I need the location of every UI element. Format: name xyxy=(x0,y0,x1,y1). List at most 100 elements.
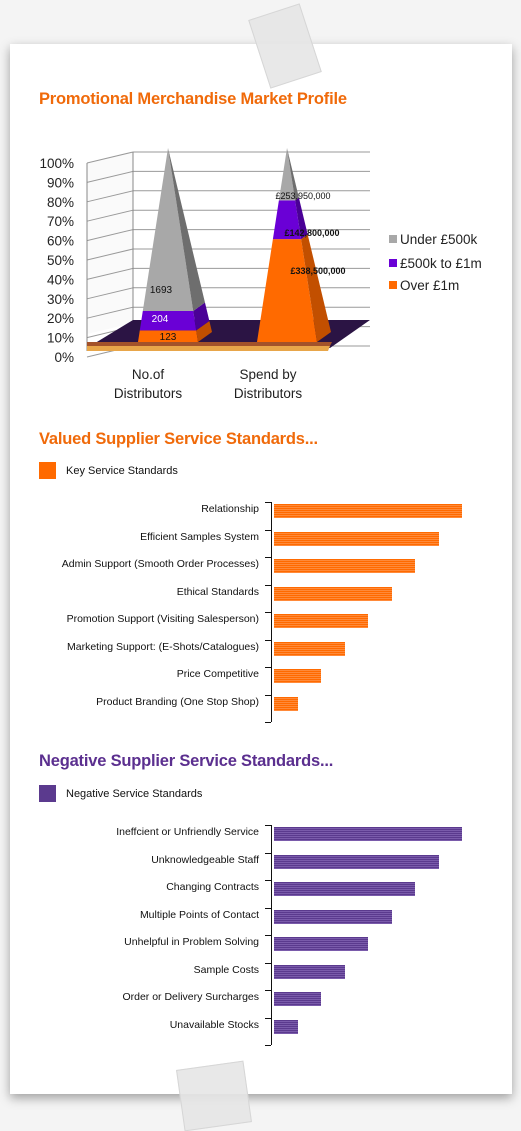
bar-tick xyxy=(265,502,271,503)
x-category-label: Distributors xyxy=(234,386,303,401)
bar-tick xyxy=(265,907,271,909)
floor-stripe xyxy=(87,342,332,346)
bar-category-label: Ethical Standards xyxy=(176,585,259,598)
bar xyxy=(274,882,415,896)
data-label: 123 xyxy=(160,332,177,343)
bar-tick xyxy=(265,1045,271,1046)
chart1-title: Promotional Merchandise Market Profile xyxy=(39,90,347,108)
legend-label: Over £1m xyxy=(400,278,459,293)
bar xyxy=(274,504,462,518)
y-tick-label: 80% xyxy=(47,195,74,210)
bar-tick xyxy=(265,880,271,881)
pyramid-segment-side xyxy=(301,234,331,342)
pyramid-segment-side xyxy=(168,148,205,311)
gridline-side xyxy=(86,287,134,300)
bottom-tape-decoration xyxy=(176,1060,252,1131)
legend-swatch xyxy=(389,259,397,267)
bar-tick xyxy=(265,962,271,964)
y-tick-label: 60% xyxy=(47,234,74,249)
bar-axis xyxy=(271,825,272,1045)
bar xyxy=(274,559,415,573)
gridline-side xyxy=(86,151,134,164)
gridline-side xyxy=(86,229,134,242)
y-tick-label: 100% xyxy=(39,156,74,171)
pyramid-segment-side xyxy=(295,197,308,240)
y-tick-label: 20% xyxy=(47,311,74,326)
gridline-side xyxy=(86,209,134,222)
legend-swatch xyxy=(389,281,397,289)
bar-category-label: Unknowledgeable Staff xyxy=(151,853,259,866)
chart2-legend-swatch xyxy=(39,462,56,479)
pyramid-segment-side xyxy=(196,320,212,342)
pyramid-segment-front xyxy=(272,200,302,240)
bar xyxy=(274,531,439,546)
floor-edge xyxy=(87,346,330,351)
bar-tick xyxy=(265,990,271,991)
pyramid-segment-front xyxy=(142,148,194,311)
bar-tick xyxy=(265,557,271,558)
bar xyxy=(274,1019,298,1034)
bar xyxy=(274,827,462,841)
chart3-legend-swatch xyxy=(39,785,56,802)
bar-category-label: Order or Delivery Surcharges xyxy=(122,991,259,1003)
data-label: £338,500,000 xyxy=(290,266,345,276)
data-label: £253,950,000 xyxy=(275,191,330,201)
bar xyxy=(274,669,321,683)
data-label: £142,800,000 xyxy=(284,228,339,238)
legend-swatch xyxy=(389,235,397,243)
bar-tick xyxy=(265,694,271,696)
bar xyxy=(274,586,392,601)
chart3-legend-label: Negative Service Standards xyxy=(66,788,203,800)
y-tick-label: 0% xyxy=(54,350,74,365)
bar-category-label: Promotion Support (Visiting Salesperson) xyxy=(66,613,259,625)
bar xyxy=(274,937,368,951)
data-label: 1693 xyxy=(150,285,173,296)
bar-tick xyxy=(265,1017,271,1019)
y-tick-label: 70% xyxy=(47,214,74,229)
chart3-title: Negative Supplier Service Standards... xyxy=(39,752,334,770)
bar-category-label: Price Competitive xyxy=(176,668,259,680)
bar-tick xyxy=(265,722,271,723)
legend-label: £500k to £1m xyxy=(400,256,482,271)
y-tick-label: 90% xyxy=(47,175,74,190)
bar xyxy=(274,909,392,924)
bar-tick xyxy=(265,584,271,586)
bar-category-label: Changing Contracts xyxy=(166,881,259,893)
bar xyxy=(274,964,345,979)
bar-category-label: Ineffcient or Unfriendly Service xyxy=(116,826,259,838)
bar-category-label: Marketing Support: (E-Shots/Catalogues) xyxy=(66,640,259,653)
bar-category-label: Sample Costs xyxy=(193,963,259,976)
x-category-label: Distributors xyxy=(114,386,183,401)
bar xyxy=(274,641,345,656)
pyramid-segment-front xyxy=(138,330,198,342)
bar-category-label: Product Branding (One Stop Shop) xyxy=(96,695,259,708)
pyramid-segment-front xyxy=(139,310,197,331)
bar xyxy=(274,614,368,628)
bar-category-label: Relationship xyxy=(201,503,259,515)
y-tick-label: 10% xyxy=(47,331,74,346)
gridline-side xyxy=(86,267,134,280)
bar-tick xyxy=(265,639,271,641)
chart2-legend-label: Key Service Standards xyxy=(66,465,178,477)
y-tick-label: 40% xyxy=(47,272,74,287)
bar-tick xyxy=(265,825,271,826)
bar-tick xyxy=(265,667,271,668)
bar-axis xyxy=(271,502,272,722)
gridline-side xyxy=(86,170,134,183)
x-category-label: No.of xyxy=(132,367,165,382)
y-tick-label: 50% xyxy=(47,253,74,268)
bar-category-label: Unhelpful in Problem Solving xyxy=(124,936,259,948)
pyramid-segment-side xyxy=(193,302,210,331)
data-label: 204 xyxy=(152,314,169,325)
bar-category-label: Unavailable Stocks xyxy=(169,1018,259,1031)
legend-label: Under £500k xyxy=(400,232,478,247)
chart2-title: Valued Supplier Service Standards... xyxy=(39,430,318,448)
bar-tick xyxy=(265,612,271,613)
pyramid-segment-front xyxy=(257,239,317,342)
bar-category-label: Efficient Samples System xyxy=(140,530,259,543)
pyramid-segment-front xyxy=(278,148,296,201)
pyramid-segment-side xyxy=(287,148,299,201)
back-wall-left xyxy=(87,152,133,334)
y-tick-label: 30% xyxy=(47,292,74,307)
gridline-side xyxy=(86,248,134,261)
